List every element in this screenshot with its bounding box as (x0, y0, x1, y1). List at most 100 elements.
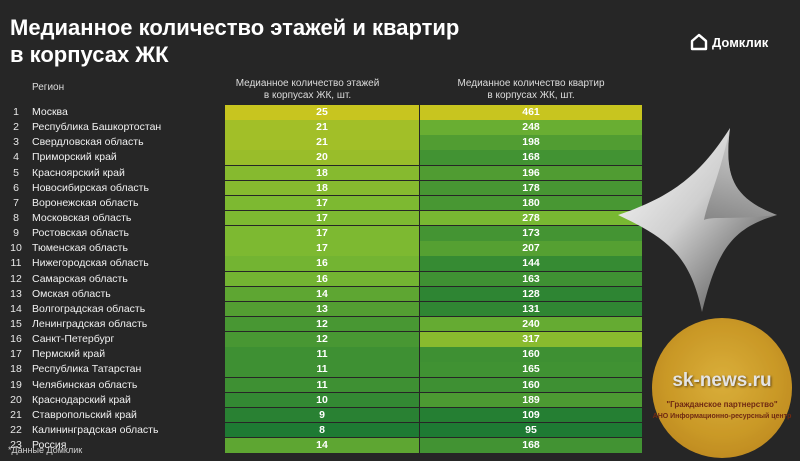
apartments-cell: 173 (420, 226, 642, 241)
row-number: 20 (10, 393, 22, 406)
data-table: 1 Москва 25 461 2 Республика Башкортостан 21 24… (0, 105, 645, 453)
floors-column-header: Медианное количество этажей в корпусах Ж… (225, 78, 390, 102)
row-number: 11 (10, 257, 22, 270)
row-number: 17 (10, 348, 22, 361)
apartments-cell: 178 (420, 180, 642, 196)
apartments-column-header: Медианное количество квартир в корпусах … (420, 78, 642, 102)
apartments-cell: 144 (420, 256, 642, 271)
apartments-cell: 160 (420, 377, 642, 393)
row-number: 12 (10, 272, 22, 285)
region-name: Ленинградская область (32, 317, 148, 330)
table-row: 7 Воронежская область 17 180 (0, 195, 645, 211)
row-number: 5 (13, 166, 19, 179)
floors-cell: 16 (225, 271, 419, 287)
region-name: Воронежская область (32, 196, 139, 209)
row-number: 2 (13, 121, 19, 134)
decorative-star-icon (612, 120, 782, 325)
region-name: Краснодарский край (32, 393, 131, 406)
watermark-line-3: АНО Информационно-ресурсный центр (652, 413, 792, 420)
row-number: 16 (10, 333, 22, 346)
apartments-cell: 278 (420, 210, 642, 226)
region-name: Ставропольский край (32, 408, 137, 421)
table-row: 10 Тюменская область 17 207 (0, 241, 645, 256)
row-number: 23 (10, 439, 22, 452)
table-row: 12 Самарская область 16 163 (0, 271, 645, 287)
floors-cell: 17 (225, 241, 419, 256)
region-name: Челябинская область (32, 378, 138, 391)
region-name: Нижегородская область (32, 257, 149, 270)
floors-cell: 9 (225, 407, 419, 423)
region-name: Ростовская область (32, 227, 130, 240)
row-number: 4 (13, 151, 19, 164)
apartments-cell: 131 (420, 301, 642, 317)
table-row: 17 Пермский край 11 160 (0, 347, 645, 362)
floors-cell: 10 (225, 392, 419, 408)
apartments-cell: 165 (420, 362, 642, 377)
region-name: Калининградская область (32, 423, 159, 436)
region-name: Красноярский край (32, 166, 125, 179)
table-row: 1 Москва 25 461 (0, 105, 645, 120)
table-row: 13 Омская область 14 128 (0, 286, 645, 302)
region-name: Новосибирская область (32, 181, 149, 194)
apartments-cell: 248 (420, 120, 642, 135)
apartments-cell: 198 (420, 135, 642, 150)
table-row: 6 Новосибирская область 18 178 (0, 180, 645, 196)
region-name: Омская область (32, 287, 111, 300)
row-number: 6 (13, 181, 19, 194)
sk-news-watermark: sk-news.ru "Гражданское партнерство" АНО… (652, 318, 792, 458)
row-number: 8 (13, 211, 19, 224)
row-number: 21 (10, 408, 22, 421)
floors-cell: 14 (225, 438, 419, 453)
house-icon (690, 33, 708, 51)
row-number: 13 (10, 287, 22, 300)
table-row: 18 Республика Татарстан 11 165 (0, 362, 645, 377)
region-name: Приморский край (32, 151, 117, 164)
table-row: 16 Санкт-Петербург 12 317 (0, 332, 645, 347)
table-row: 9 Ростовская область 17 173 (0, 226, 645, 241)
region-name: Республика Татарстан (32, 363, 142, 376)
region-name: Самарская область (32, 272, 128, 285)
floors-cell: 18 (225, 180, 419, 196)
floors-cell: 17 (225, 210, 419, 226)
region-name: Пермский край (32, 348, 106, 361)
logo-text: Домклик (712, 34, 769, 50)
region-column-header: Регион (32, 82, 65, 93)
watermark-line-2: "Гражданское партнерство" (666, 400, 778, 409)
floors-cell: 21 (225, 120, 419, 135)
apartments-cell: 168 (420, 150, 642, 165)
apartments-cell: 95 (420, 422, 642, 438)
footnote: *Данные Домклик (8, 445, 83, 455)
floors-cell: 11 (225, 347, 419, 362)
apartments-cell: 196 (420, 165, 642, 181)
region-name: Москва (32, 106, 68, 118)
apartments-cell: 128 (420, 286, 642, 302)
region-name: Санкт-Петербург (32, 333, 115, 346)
table-row: 22 Калининградская область 8 95 (0, 422, 645, 438)
region-name: Свердловская область (32, 136, 144, 149)
watermark-site: sk-news.ru (672, 370, 772, 391)
floors-cell: 17 (225, 226, 419, 241)
apartments-cell: 163 (420, 271, 642, 287)
floors-header-line-1: Медианное количество этажей (235, 78, 380, 89)
table-row: 8 Московская область 17 278 (0, 210, 645, 226)
floors-cell: 8 (225, 422, 419, 438)
row-number: 9 (13, 227, 19, 240)
region-name: Волгоградская область (32, 302, 146, 315)
apartments-cell: 461 (420, 105, 642, 120)
floors-cell: 18 (225, 165, 419, 181)
apartments-cell: 109 (420, 407, 642, 423)
floors-cell: 20 (225, 150, 419, 165)
row-number: 15 (10, 317, 22, 330)
floors-cell: 11 (225, 377, 419, 393)
table-row: 2 Республика Башкортостан 21 248 (0, 120, 645, 135)
floors-cell: 17 (225, 195, 419, 211)
row-number: 10 (10, 242, 22, 255)
apartments-cell: 160 (420, 347, 642, 362)
apartments-cell: 240 (420, 316, 642, 332)
region-name: Московская область (32, 211, 132, 224)
floors-cell: 25 (225, 105, 419, 120)
row-number: 14 (10, 302, 22, 315)
table-row: 11 Нижегородская область 16 144 (0, 256, 645, 271)
floors-cell: 11 (225, 362, 419, 377)
apartments-cell: 207 (420, 241, 642, 256)
